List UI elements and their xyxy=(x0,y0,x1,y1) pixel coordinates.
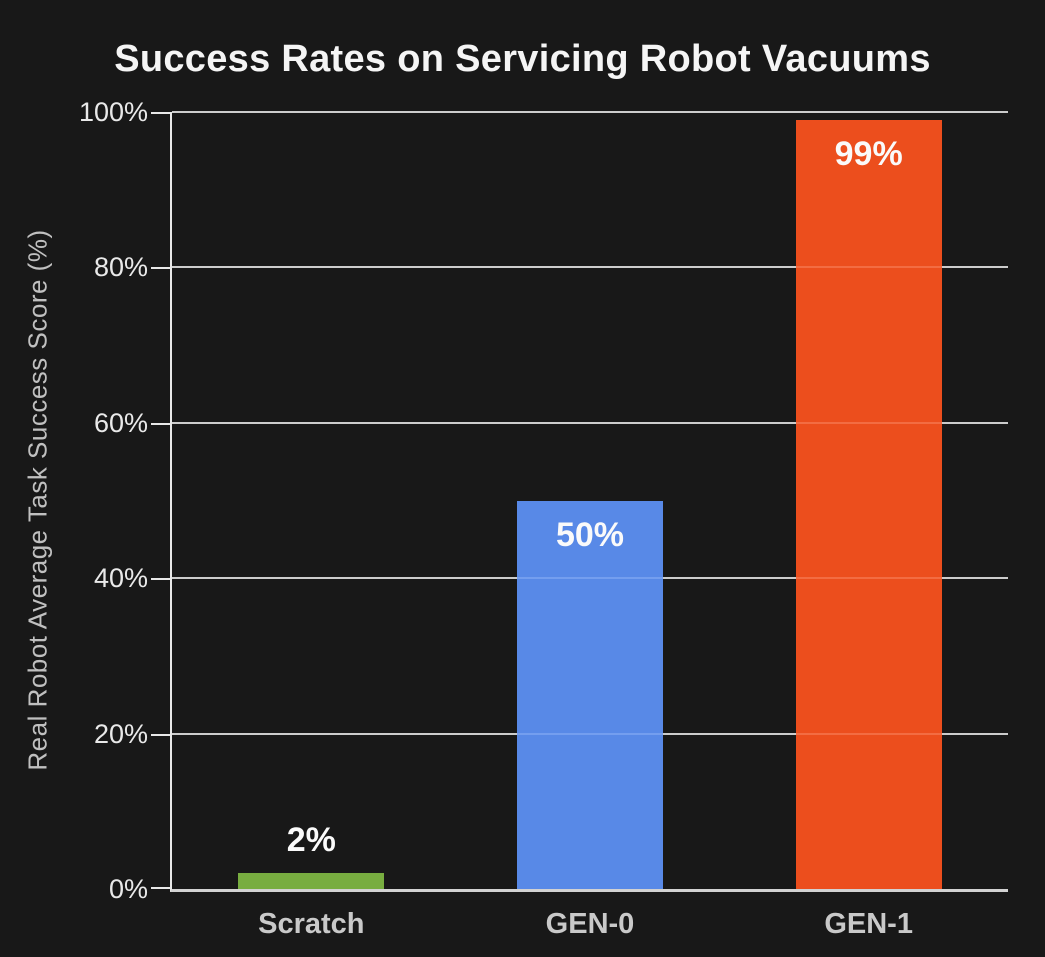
gridline-overlay-40 xyxy=(172,577,1008,580)
y-tick-100 xyxy=(151,112,171,114)
y-tick-80 xyxy=(151,267,171,270)
bar-gen-1 xyxy=(795,119,942,889)
gridline-100 xyxy=(172,111,1008,113)
y-tick-60 xyxy=(151,422,171,425)
y-tick-label-60: 60% xyxy=(93,407,148,438)
y-tick-label-100: 100% xyxy=(78,97,148,127)
gridline-80 xyxy=(172,266,1008,269)
x-tick-label-gen-0: GEN-0 xyxy=(545,908,635,940)
y-tick-40 xyxy=(151,578,171,581)
gridline-overlay-80 xyxy=(172,266,1008,269)
y-tick-20 xyxy=(151,733,171,736)
bar-value-label-scratch: 2% xyxy=(286,821,336,860)
gridline-overlay-100 xyxy=(172,111,1008,113)
y-tick-label-20: 20% xyxy=(93,718,148,749)
y-axis-label: Real Robot Average Task Success Score (%… xyxy=(22,229,53,771)
x-tick-label-scratch: Scratch xyxy=(258,908,365,940)
gridline-60 xyxy=(172,421,1008,424)
x-tick-label-gen-1: GEN-1 xyxy=(824,908,913,940)
y-tick-label-40: 40% xyxy=(93,563,148,594)
gridline-overlay-60 xyxy=(172,421,1008,424)
bar-value-label-gen-0: 50% xyxy=(555,515,625,554)
chart-title: Success Rates on Servicing Robot Vacuums xyxy=(114,38,931,80)
y-tick-label-80: 80% xyxy=(93,252,148,283)
bar-scratch xyxy=(238,873,385,889)
bar-value-label-gen-1: 99% xyxy=(834,134,903,173)
bar-gen-0 xyxy=(517,500,663,889)
y-tick-label-0: 0% xyxy=(108,874,148,904)
y-tick-0 xyxy=(151,887,171,889)
gridline-overlay-20 xyxy=(172,732,1008,735)
plot-area: 0% 20% 40% 60% 80% 100% 2% Scratch 50% GEN-0 99% GE… xyxy=(79,97,1008,940)
